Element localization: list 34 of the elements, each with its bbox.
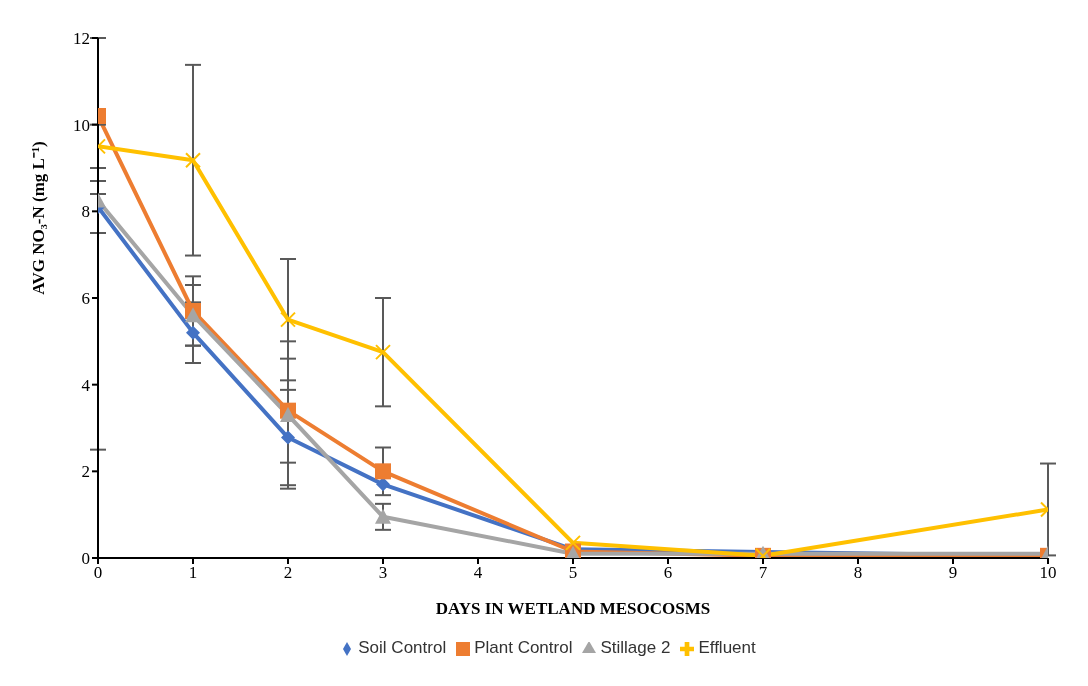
legend-label: Stillage 2	[600, 638, 671, 657]
y-axis-title: AVG NO₃-N (mg L⁻¹)	[29, 141, 48, 295]
point	[185, 152, 201, 169]
x-tick-label: 10	[1039, 563, 1057, 583]
x-tick-label: 9	[948, 563, 958, 583]
point	[376, 477, 390, 492]
x-tick-label: 2	[283, 563, 293, 583]
legend-label: Effluent	[698, 638, 756, 657]
point	[375, 344, 391, 361]
point	[565, 534, 581, 551]
x-axis-title: DAYS IN WETLAND MESOCOSMS	[435, 599, 711, 618]
y-tick-label: 0	[81, 549, 90, 569]
point	[375, 463, 391, 480]
point	[280, 311, 296, 328]
legend-label: Plant Control	[474, 638, 573, 657]
point	[185, 307, 201, 323]
x-tick-label: 4	[473, 563, 483, 583]
point	[280, 407, 296, 422]
y-tick-label: 2	[81, 462, 90, 482]
y-tick-label: 12	[73, 29, 90, 49]
point	[281, 430, 295, 445]
legend-label: Soil Control	[358, 638, 447, 657]
y-tick-label: 8	[81, 202, 90, 222]
x-tick-label: 8	[853, 563, 863, 583]
point	[375, 508, 391, 524]
x-tick-label: 1	[188, 563, 198, 583]
x-tick-label: 6	[663, 563, 673, 583]
point	[186, 325, 200, 340]
x-tick-label: 5	[568, 563, 578, 583]
x-tick-label: 3	[378, 563, 388, 583]
y-tick-label: 10	[73, 115, 90, 135]
y-tick-label: 4	[81, 375, 91, 395]
x-tick-label: 7	[758, 563, 768, 583]
y-tick-label: 6	[81, 289, 90, 309]
